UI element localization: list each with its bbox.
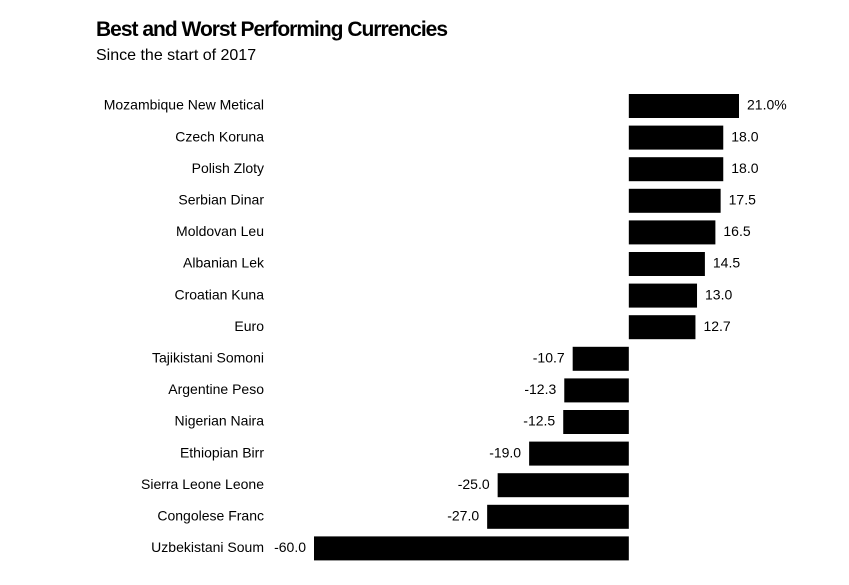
- value-label: 16.5: [723, 223, 750, 239]
- bar: [497, 473, 629, 498]
- category-label: Nigerian Naira: [175, 413, 265, 429]
- bar: [628, 125, 724, 150]
- bar: [487, 504, 629, 529]
- value-label: 18.0: [731, 160, 758, 176]
- bar: [628, 220, 716, 245]
- value-label: -60.0: [274, 539, 306, 555]
- bar: [572, 346, 629, 371]
- bar: [314, 536, 629, 561]
- value-label: 13.0: [705, 286, 732, 302]
- chart-title: Best and Worst Performing Currencies: [96, 18, 447, 41]
- bar: [628, 252, 705, 276]
- category-label: Mozambique New Metical: [104, 97, 264, 113]
- chart-subtitle: Since the start of 2017: [96, 47, 256, 64]
- category-label: Czech Koruna: [175, 128, 264, 144]
- bar: [563, 410, 629, 434]
- bar: [628, 188, 721, 213]
- value-label: -19.0: [489, 444, 521, 460]
- category-label: Albanian Lek: [183, 255, 265, 271]
- value-label: -10.7: [533, 350, 565, 366]
- category-label: Uzbekistani Soum: [151, 539, 264, 555]
- value-label: -12.3: [524, 381, 556, 397]
- category-label: Ethiopian Birr: [180, 444, 264, 460]
- bar: [628, 283, 698, 308]
- bar: [529, 441, 629, 466]
- category-label: Polish Zloty: [192, 160, 264, 176]
- category-label: Serbian Dinar: [178, 192, 264, 208]
- category-label: Moldovan Leu: [176, 223, 264, 239]
- category-label: Tajikistani Somoni: [152, 350, 264, 366]
- value-label: 21.0%: [747, 97, 787, 113]
- value-label: 17.5: [729, 192, 756, 208]
- value-label: 18.0: [731, 128, 758, 144]
- category-label: Croatian Kuna: [174, 286, 264, 302]
- bar: [628, 94, 739, 118]
- bar: [628, 157, 724, 182]
- value-label: 14.5: [713, 255, 740, 271]
- category-label: Euro: [234, 318, 264, 334]
- category-label: Sierra Leone Leone: [141, 476, 264, 492]
- value-label: -27.0: [447, 508, 479, 524]
- value-label: 12.7: [703, 318, 730, 334]
- value-label: -12.5: [523, 413, 555, 429]
- value-label: -25.0: [458, 476, 490, 492]
- category-label: Congolese Franc: [157, 508, 264, 524]
- category-label: Argentine Peso: [168, 381, 264, 397]
- bar: [628, 315, 696, 340]
- bar: [564, 378, 629, 403]
